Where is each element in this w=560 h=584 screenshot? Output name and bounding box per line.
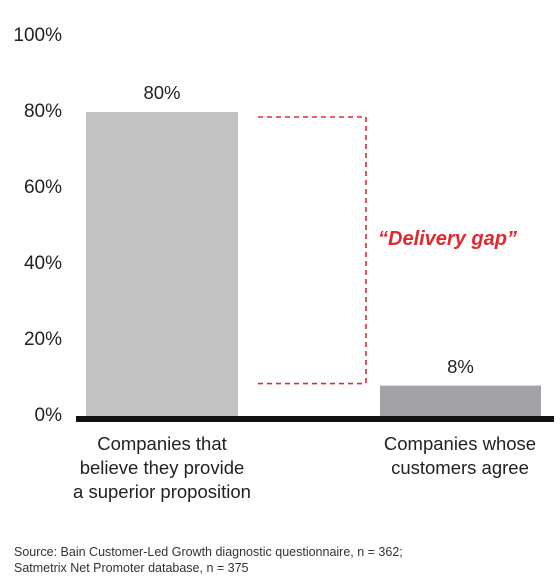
x-axis-baseline	[76, 416, 554, 422]
y-tick-label: 20%	[23, 329, 62, 350]
category-label: Companies whose customers agree	[383, 433, 537, 478]
bar-1	[86, 112, 238, 416]
y-tick-label: 40%	[23, 253, 62, 274]
y-tick-label: 60%	[23, 177, 62, 198]
bar-2	[380, 385, 541, 416]
value-label: 8%	[447, 355, 474, 377]
y-tick-label: 80%	[23, 101, 62, 122]
value-label: 80%	[143, 82, 181, 103]
y-tick-label: 0%	[34, 405, 62, 426]
delivery-gap-annotation: “Delivery gap”	[378, 228, 517, 250]
source-note: Source: Bain Customer-Led Growth diagnos…	[14, 545, 403, 575]
y-tick-label: 100%	[13, 25, 62, 46]
category-label: Companies that believe they provide a su…	[73, 433, 251, 502]
